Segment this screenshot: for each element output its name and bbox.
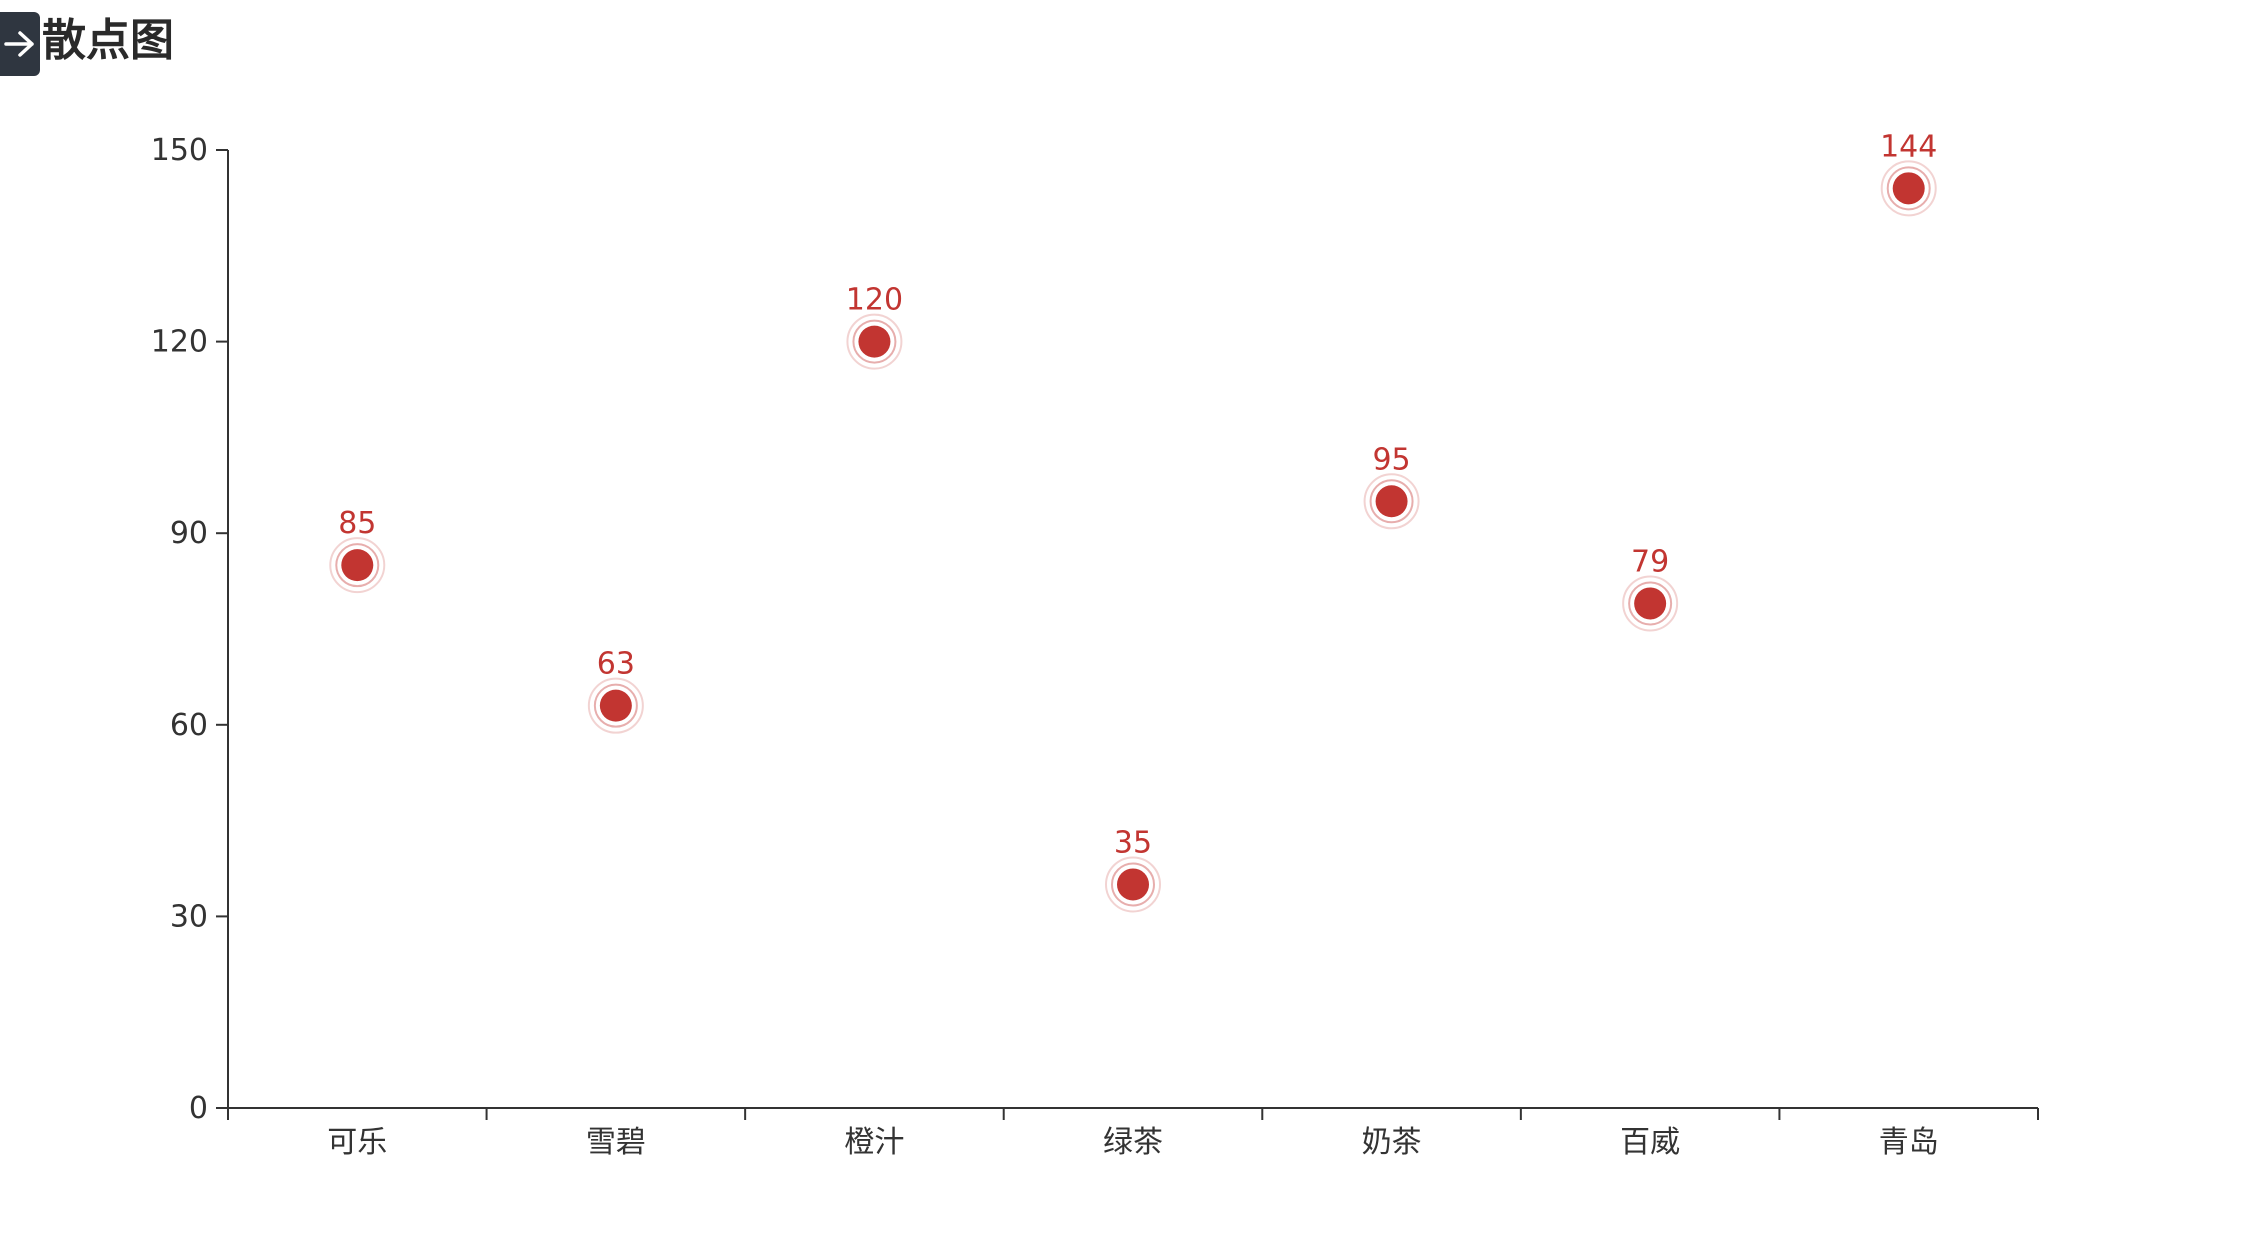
ripple-ring (1111, 862, 1155, 907)
ripple-ring (1363, 473, 1420, 530)
point-marker (1375, 485, 1408, 518)
data-label: 95 (1372, 442, 1410, 477)
ripple-ring (1622, 575, 1679, 632)
y-tick-label: 120 (151, 325, 208, 360)
ripple-ring (587, 677, 644, 734)
data-point: 85 (329, 506, 386, 594)
point-marker (341, 549, 374, 582)
nav-toggle-button[interactable] (0, 12, 40, 76)
data-point: 120 (846, 283, 903, 370)
y-tick-label: 0 (189, 1091, 208, 1126)
point-marker (1117, 868, 1149, 901)
data-point: 95 (1363, 442, 1420, 530)
point-marker (599, 689, 632, 722)
data-label: 144 (1880, 129, 1937, 164)
data-label: 35 (1114, 825, 1152, 860)
y-tick-label: 30 (170, 899, 208, 934)
ripple-ring (846, 313, 903, 370)
ripple-ring (1886, 166, 1931, 211)
y-axis: 0 30 60 90 120 150 (151, 133, 229, 1126)
ripple-ring (1880, 160, 1937, 217)
ripple-ring (1628, 581, 1673, 626)
data-label: 85 (338, 506, 376, 541)
arrow-right-icon (4, 31, 34, 57)
ripple-ring (593, 683, 638, 728)
ripple-ring (852, 319, 897, 364)
data-point: 35 (1105, 825, 1161, 913)
x-tick-label: 橙汁 (844, 1125, 904, 1160)
ripple-ring (1369, 479, 1414, 524)
x-tick-label: 绿茶 (1103, 1125, 1163, 1160)
data-label: 120 (846, 283, 903, 318)
x-tick-label: 可乐 (327, 1125, 387, 1160)
point-marker (1892, 172, 1925, 205)
x-axis: 可乐 雪碧 橙汁 绿茶 奶茶 百威 青岛 (227, 1107, 2039, 1160)
point-marker (1634, 587, 1667, 620)
x-tick-label: 奶茶 (1362, 1125, 1422, 1160)
point-marker (858, 325, 891, 358)
x-tick-label: 百威 (1620, 1125, 1680, 1160)
data-point: 63 (587, 647, 644, 734)
y-tick-label: 150 (151, 133, 208, 168)
x-tick-label: 雪碧 (586, 1125, 646, 1160)
data-point: 144 (1880, 129, 1937, 217)
ripple-ring (329, 537, 386, 594)
x-tick-label: 青岛 (1879, 1125, 1939, 1160)
data-label: 63 (597, 647, 635, 682)
ripple-ring (1105, 856, 1161, 913)
ripple-ring (335, 543, 380, 588)
scatter-series: 85 63 120 35 95 79 144 (329, 129, 1937, 913)
y-tick-label: 90 (170, 516, 208, 551)
data-point: 79 (1622, 544, 1679, 632)
data-label: 79 (1631, 544, 1669, 579)
page-title: 散点图 (42, 15, 174, 66)
y-tick-label: 60 (170, 708, 208, 743)
